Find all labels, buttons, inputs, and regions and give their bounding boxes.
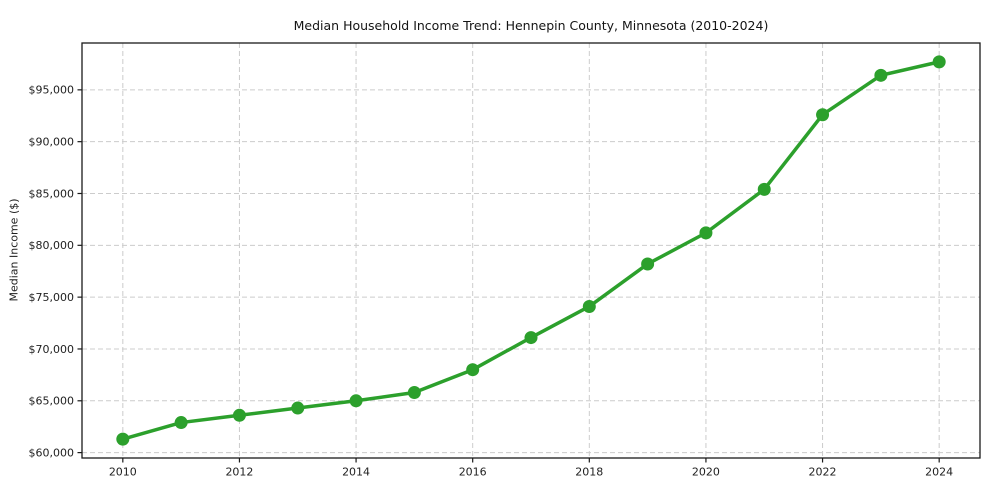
y-tick-label: $85,000: [29, 187, 75, 200]
x-tick-label: 2018: [575, 466, 603, 479]
data-point-2022: [816, 108, 830, 122]
data-point-2012: [232, 408, 246, 422]
data-point-2016: [466, 363, 480, 377]
y-tick-label: $90,000: [29, 135, 75, 148]
trend-line: [121, 60, 941, 441]
axes-frame: [81, 42, 981, 459]
y-tick-label: $70,000: [29, 343, 75, 356]
y-tick-label: $75,000: [29, 291, 75, 304]
data-point-2020: [699, 226, 713, 240]
data-point-2015: [407, 385, 421, 399]
data-point-2011: [174, 416, 188, 430]
y-tick-label: $95,000: [29, 84, 75, 97]
y-tick-label: $60,000: [29, 446, 75, 459]
data-point-2010: [116, 432, 130, 446]
data-point-2023: [874, 68, 888, 82]
y-tick-label: $65,000: [29, 395, 75, 408]
chart-title: Median Household Income Trend: Hennepin …: [293, 18, 769, 33]
data-point-2021: [757, 182, 771, 196]
y-tick-label: $80,000: [29, 239, 75, 252]
data-point-2013: [291, 401, 305, 415]
x-tick-label: 2016: [459, 466, 487, 479]
data-point-2024: [932, 55, 946, 69]
data-point-2014: [349, 394, 363, 408]
data-point-2018: [582, 299, 596, 313]
x-tick-label: 2024: [925, 466, 953, 479]
x-tick-label: 2012: [225, 466, 253, 479]
x-tick-label: 2020: [692, 466, 720, 479]
x-tick-label: 2022: [809, 466, 837, 479]
data-point-2017: [524, 331, 538, 345]
x-tick-label: 2010: [109, 466, 137, 479]
x-tick-label: 2014: [342, 466, 370, 479]
data-point-2019: [641, 257, 655, 271]
